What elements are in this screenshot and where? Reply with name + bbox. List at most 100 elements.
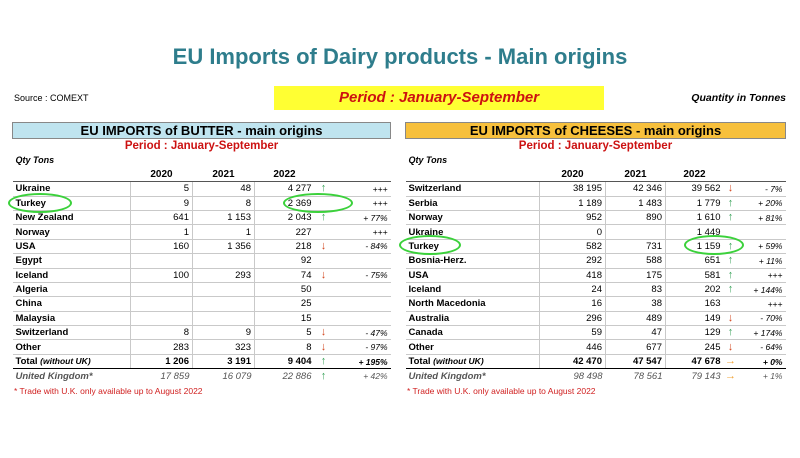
butter-value-2022: 218 xyxy=(254,239,315,255)
cheese-total-row: Total (without UK) 42 470 47 547 47 678 → + 0… xyxy=(405,353,786,370)
cheese-trend: ↑ xyxy=(723,239,738,255)
butter-value-2021: 293 xyxy=(192,268,255,283)
cheese-change-pct: + 20% xyxy=(737,196,786,211)
butter-uk-trend: ↑ xyxy=(315,369,333,383)
butter-country-other: Other xyxy=(12,339,131,355)
butter-country-malaysia: Malaysia xyxy=(12,311,131,327)
butter-year-2021: 2021 xyxy=(192,167,255,183)
cheese-value-2021: 489 xyxy=(605,311,666,327)
cheese-footnote: * Trade with U.K. only available up to A… xyxy=(407,386,596,397)
butter-value-2021: 1 153 xyxy=(192,210,255,226)
arrow-up-icon: ↑ xyxy=(727,326,734,339)
arrow-up-icon: ↑ xyxy=(727,254,734,267)
butter-trend: ↑ xyxy=(314,181,333,197)
cheese-country-north-macedonia: North Macedonia xyxy=(405,296,540,312)
butter-country-iceland: Iceland xyxy=(12,268,131,283)
cheese-country-iceland: Iceland xyxy=(405,282,540,298)
table-row: Iceland 24 83 202 ↑ + 144% xyxy=(405,282,786,298)
butter-country-new-zealand: New Zealand xyxy=(12,210,131,226)
cheese-header: EU IMPORTS of CHEESES - main origins xyxy=(405,122,786,139)
table-row: Switzerland 38 195 42 346 39 562 ↓ - 7% xyxy=(405,181,786,197)
table-row: Australia 296 489 149 ↓ - 70% xyxy=(405,311,786,327)
butter-value-2021: 8 xyxy=(192,196,255,211)
butter-value-2022: 5 xyxy=(254,325,315,341)
cheese-value-2021: 731 xyxy=(605,239,666,255)
cheese-value-2022: 1 449 xyxy=(665,224,724,240)
cheese-change-pct: - 7% xyxy=(737,181,786,197)
arrow-down-icon: ↓ xyxy=(727,340,734,353)
cheese-change-pct: - 64% xyxy=(737,339,786,355)
table-row: Norway 952 890 1 610 ↑ + 81% xyxy=(405,210,786,226)
cheese-trend: ↑ xyxy=(723,268,738,283)
cheese-country-turkey: Turkey xyxy=(405,239,540,255)
cheese-value-2022: 581 xyxy=(665,268,724,283)
cheese-year-2021: 2021 xyxy=(605,167,666,183)
butter-value-2021 xyxy=(192,282,255,298)
butter-value-2021 xyxy=(192,311,255,327)
cheese-change-pct: + 174% xyxy=(737,325,786,341)
butter-change-pct: + 77% xyxy=(332,210,391,226)
cheese-value-2021: 47 xyxy=(605,325,666,341)
table-row: Iceland 100 293 74 ↓ - 75% xyxy=(12,268,391,283)
butter-country-egypt: Egypt xyxy=(12,253,131,269)
table-row: Other 446 677 245 ↓ - 64% xyxy=(405,339,786,355)
butter-trend xyxy=(314,296,333,312)
butter-qty-label: Qty Tons xyxy=(15,155,55,166)
arrow-up-icon: ↑ xyxy=(727,283,734,296)
cheese-value-2020: 16 xyxy=(539,296,606,312)
cheese-year-arrow-blank xyxy=(723,167,738,183)
period-banner: Period : January-September xyxy=(274,86,604,110)
arrow-up-icon: ↑ xyxy=(320,355,327,368)
cheese-year-blank xyxy=(405,167,540,183)
table-row: Algeria 50 xyxy=(12,282,391,298)
cheese-value-2021: 1 483 xyxy=(605,196,666,211)
table-row: Turkey 9 8 2 369 +++ xyxy=(12,196,391,211)
cheese-country-bosnia-herz: Bosnia-Herz. xyxy=(405,253,540,269)
arrow-side-icon: → xyxy=(725,369,736,382)
butter-year-2020: 2020 xyxy=(130,167,193,183)
table-row: Switzerland 8 9 5 ↓ - 47% xyxy=(12,325,391,341)
cheese-trend: ↓ xyxy=(723,311,738,327)
arrow-up-icon: ↑ xyxy=(320,369,327,382)
cheese-country-canada: Canada xyxy=(405,325,540,341)
cheese-uk-row: United Kingdom* 98 498 78 561 79 143 → + 1% xyxy=(406,369,786,383)
butter-total-2021: 3 191 xyxy=(192,353,255,370)
cheese-value-2022: 1 159 xyxy=(665,239,724,255)
cheese-country-usa: USA xyxy=(405,268,540,283)
arrow-down-icon: ↓ xyxy=(320,326,327,339)
cheese-table: EU IMPORTS of CHEESES - main origins Per… xyxy=(405,122,786,383)
cheese-trend xyxy=(723,224,738,240)
butter-value-2021: 1 356 xyxy=(192,239,255,255)
cheese-value-2021: 588 xyxy=(605,253,666,269)
cheese-country-australia: Australia xyxy=(405,311,540,327)
cheese-value-2020: 446 xyxy=(539,339,606,355)
cheese-trend: ↑ xyxy=(723,210,738,226)
cheese-value-2022: 149 xyxy=(665,311,724,327)
table-row: North Macedonia 16 38 163 +++ xyxy=(405,296,786,312)
cheese-value-2021: 175 xyxy=(605,268,666,283)
butter-trend xyxy=(314,282,333,298)
butter-trend: ↓ xyxy=(314,325,333,341)
cheese-total-label-text: Total xyxy=(408,356,431,368)
butter-country-norway: Norway xyxy=(12,224,131,240)
cheese-total-trend: → xyxy=(723,353,738,370)
butter-trend xyxy=(314,311,333,327)
butter-value-2020 xyxy=(130,311,193,327)
cheese-value-2022: 1 779 xyxy=(665,196,724,211)
butter-change-pct: +++ xyxy=(332,224,391,240)
cheese-year-pct-blank xyxy=(737,167,786,183)
cheese-change-pct: + 81% xyxy=(737,210,786,226)
cheese-year-2022: 2022 xyxy=(665,167,724,183)
butter-country-china: China xyxy=(12,296,131,312)
cheese-change-pct: +++ xyxy=(737,296,786,312)
cheese-value-2020: 59 xyxy=(539,325,606,341)
cheese-body: Switzerland 38 195 42 346 39 562 ↓ - 7% Serbia… xyxy=(405,181,786,383)
table-row: USA 160 1 356 218 ↓ - 84% xyxy=(12,239,391,255)
butter-country-turkey: Turkey xyxy=(12,196,131,211)
cheese-trend: ↓ xyxy=(723,339,738,355)
butter-trend xyxy=(314,224,333,240)
butter-uk-row: United Kingdom* 17 859 16 079 22 886 ↑ + 42% xyxy=(13,369,391,383)
butter-value-2020: 5 xyxy=(130,181,193,197)
butter-change-pct: - 84% xyxy=(332,239,391,255)
butter-value-2021: 48 xyxy=(192,181,255,197)
